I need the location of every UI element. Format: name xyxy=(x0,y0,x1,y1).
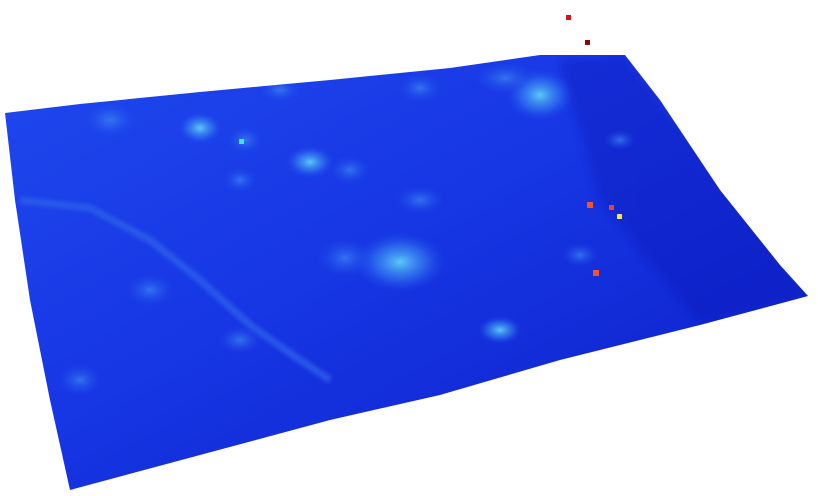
terrain-road xyxy=(19,196,332,383)
outlier-point-orange-2 xyxy=(609,205,614,210)
outlier-point-yellow xyxy=(617,214,622,219)
outlier-point-darkred-top xyxy=(585,40,590,45)
terrain-features xyxy=(19,55,808,396)
outlier-point-orange-1 xyxy=(587,202,593,208)
outlier-point-red-top xyxy=(566,15,571,20)
outlier-point-cyan xyxy=(239,139,244,144)
outlier-point-orange-3 xyxy=(593,270,599,276)
